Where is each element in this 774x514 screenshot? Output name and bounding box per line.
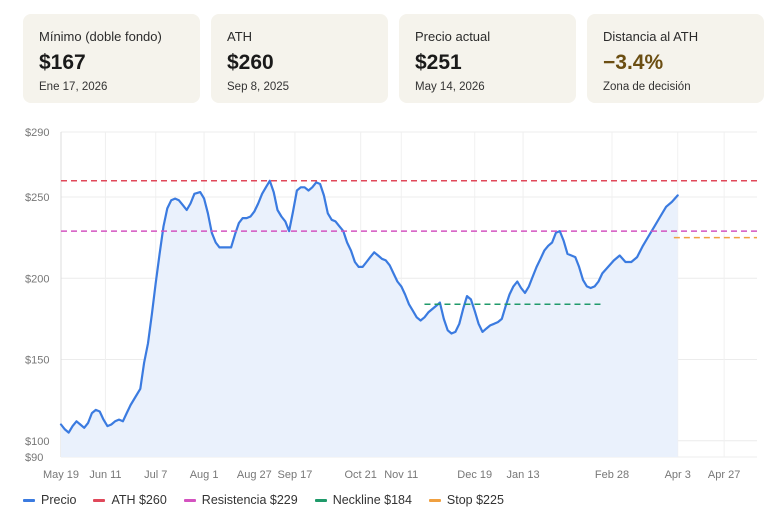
- legend-swatch: [23, 498, 35, 502]
- legend-label: Precio: [41, 493, 77, 507]
- card-current-price: Precio actual $251 May 14, 2026: [399, 14, 576, 103]
- card-value: −3.4%: [603, 51, 664, 74]
- card-ath: ATH $260 Sep 8, 2025: [211, 14, 388, 103]
- legend-item-price: Precio: [23, 493, 76, 507]
- legend-label: ATH $260: [111, 493, 167, 507]
- y-tick-label: $250: [25, 192, 49, 204]
- x-tick-label: Nov 11: [384, 469, 418, 481]
- legend-swatch: [314, 498, 327, 502]
- legend-swatch: [183, 498, 196, 502]
- y-tick-label: $100: [25, 436, 49, 448]
- card-label: Mínimo (doble fondo): [39, 29, 162, 44]
- x-tick-label: Oct 21: [344, 469, 376, 481]
- x-tick-label: Apr 3: [665, 469, 691, 481]
- x-tick-label: Jun 11: [89, 469, 121, 481]
- card-value: $167: [39, 51, 86, 74]
- legend-item-stop: Stop $225: [428, 493, 504, 507]
- stat-cards: Mínimo (doble fondo) $167 Ene 17, 2026 A…: [23, 14, 764, 103]
- card-label: ATH: [227, 29, 253, 44]
- legend-swatch: [93, 498, 106, 502]
- legend-item-ath: ATH $260: [93, 493, 167, 507]
- legend-item-resistance: Resistencia $229: [183, 493, 298, 507]
- y-tick-label: $90: [25, 452, 43, 464]
- legend-item-neckline: Neckline $184: [314, 493, 412, 507]
- chart-legend: Precio ATH $260 Resistencia $229 Necklin…: [23, 493, 504, 507]
- x-tick-label: May 19: [43, 469, 79, 481]
- x-tick-label: Jan 13: [507, 469, 540, 481]
- legend-label: Resistencia $229: [201, 493, 298, 507]
- card-date: May 14, 2026: [415, 81, 485, 93]
- x-tick-label: Aug 27: [237, 469, 272, 481]
- x-tick-label: Aug 1: [190, 469, 219, 481]
- card-minimum: Mínimo (doble fondo) $167 Ene 17, 2026: [23, 14, 200, 103]
- card-value: $251: [415, 51, 462, 74]
- legend-label: Neckline $184: [332, 493, 412, 507]
- card-date: Sep 8, 2025: [227, 81, 290, 93]
- y-tick-label: $290: [25, 127, 49, 139]
- legend-swatch: [428, 498, 441, 502]
- legend-label: Stop $225: [446, 493, 504, 507]
- y-tick-label: $200: [25, 273, 49, 285]
- x-tick-label: Apr 27: [708, 469, 740, 481]
- price-chart: $90 $100 $150 $200 $250 $290 May 19 Jun 11 Jul 7…: [25, 127, 757, 481]
- price-line: [59, 179, 679, 434]
- card-date: Ene 17, 2026: [39, 81, 108, 93]
- price-area: [61, 180, 678, 458]
- x-tick-label: Dec 19: [457, 469, 492, 481]
- x-tick-label: Sep 17: [277, 469, 312, 481]
- card-label: Distancia al ATH: [603, 29, 699, 44]
- x-tick-label: Jul 7: [144, 469, 167, 481]
- y-tick-label: $150: [25, 355, 49, 367]
- card-value: $260: [227, 51, 274, 74]
- card-note: Zona de decisión: [603, 81, 691, 93]
- card-label: Precio actual: [415, 29, 491, 44]
- x-tick-label: Feb 28: [595, 469, 629, 481]
- card-distance-ath: Distancia al ATH −3.4% Zona de decisión: [587, 14, 764, 103]
